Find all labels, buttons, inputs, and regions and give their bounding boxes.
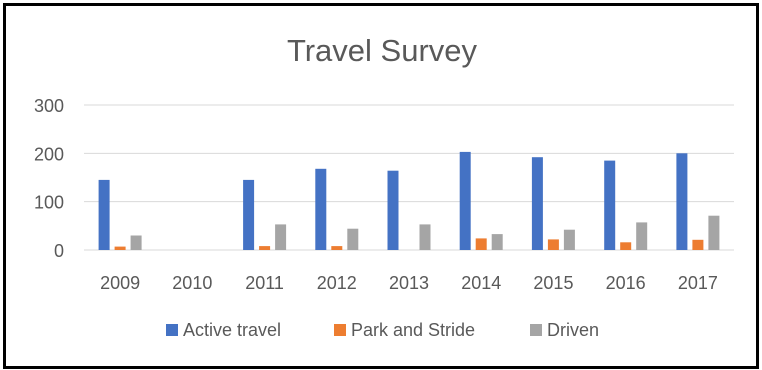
legend-label: Driven [547,320,599,340]
legend-swatch-active-travel [166,324,178,336]
bar-active-travel-2013 [387,170,399,250]
bar-park-and-stride-2017 [692,239,704,250]
legend: Active travel Park and Stride Driven [166,320,599,340]
bars [98,151,720,250]
bar-active-travel-2012 [315,168,327,250]
bar-driven-2017 [708,215,720,250]
bar-driven-2013 [419,224,431,250]
legend-swatch-driven [530,324,542,336]
bar-park-and-stride-2012 [331,246,343,250]
bar-driven-2014 [491,234,503,250]
bar-park-and-stride-2011 [259,246,271,250]
chart-svg: Travel Survey 0 100 200 300 2009 2010 2011 201… [34,33,734,340]
bar-active-travel-2015 [531,157,543,250]
bar-driven-2015 [563,229,575,250]
bar-driven-2011 [275,224,287,250]
bar-driven-2012 [347,228,359,250]
chart-title: Travel Survey [287,33,478,68]
bar-active-travel-2017 [676,153,688,250]
x-tick-label: 2014 [461,273,501,293]
bar-driven-2009 [130,235,142,250]
x-axis: 2009 2010 2011 2012 2013 2014 2015 2016 2017 [100,273,718,293]
legend-label: Park and Stride [351,320,475,340]
bar-park-and-stride-2014 [475,238,487,250]
y-tick-label: 200 [34,144,64,164]
bar-active-travel-2009 [98,179,110,250]
bar-active-travel-2016 [604,160,616,250]
legend-label: Active travel [183,320,281,340]
legend-swatch-park-and-stride [334,324,346,336]
x-tick-label: 2011 [245,273,284,293]
x-tick-label: 2013 [389,273,429,293]
x-tick-label: 2012 [317,273,357,293]
bar-active-travel-2014 [459,151,471,250]
x-tick-label: 2017 [678,273,718,293]
y-tick-label: 0 [54,241,64,261]
x-tick-label: 2015 [533,273,573,293]
bar-park-and-stride-2015 [547,239,559,250]
y-tick-label: 300 [34,96,64,116]
bar-driven-2016 [636,222,648,250]
x-tick-label: 2016 [606,273,646,293]
bar-park-and-stride-2009 [114,246,126,250]
x-tick-label: 2010 [172,273,212,293]
y-axis: 0 100 200 300 [34,96,64,261]
bar-park-and-stride-2016 [620,242,632,250]
y-tick-label: 100 [34,193,64,213]
x-tick-label: 2009 [100,273,140,293]
chart-frame: Travel Survey 0 100 200 300 2009 2010 2011 201… [3,3,759,369]
bar-active-travel-2011 [243,179,255,250]
